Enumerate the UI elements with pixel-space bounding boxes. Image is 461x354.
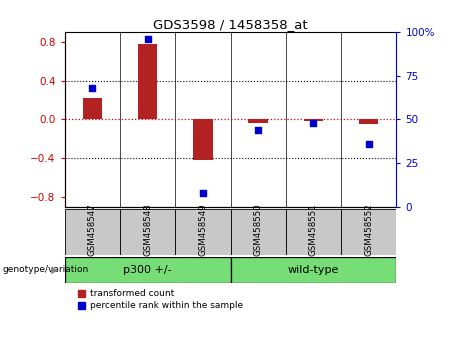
Point bbox=[89, 85, 96, 91]
Bar bbox=[65, 257, 230, 283]
Bar bbox=[248, 120, 268, 124]
Text: GSM458552: GSM458552 bbox=[364, 203, 373, 256]
Bar bbox=[138, 44, 157, 120]
Bar bbox=[230, 209, 286, 255]
Text: GSM458547: GSM458547 bbox=[88, 203, 97, 256]
Title: GDS3598 / 1458358_at: GDS3598 / 1458358_at bbox=[153, 18, 308, 31]
Text: wild-type: wild-type bbox=[288, 265, 339, 275]
Text: GSM458550: GSM458550 bbox=[254, 203, 263, 256]
Bar bbox=[175, 209, 230, 255]
Point bbox=[365, 141, 372, 147]
Point bbox=[144, 36, 151, 42]
Text: p300 +/-: p300 +/- bbox=[123, 265, 172, 275]
Bar bbox=[65, 209, 120, 255]
Text: GSM458549: GSM458549 bbox=[198, 203, 207, 256]
Bar bbox=[359, 120, 378, 124]
Text: GSM458548: GSM458548 bbox=[143, 203, 152, 256]
Point bbox=[310, 120, 317, 126]
Text: ▶: ▶ bbox=[51, 265, 58, 275]
Text: genotype/variation: genotype/variation bbox=[2, 266, 89, 274]
Bar bbox=[120, 209, 175, 255]
Bar bbox=[230, 257, 396, 283]
Point bbox=[199, 190, 207, 196]
Bar bbox=[304, 120, 323, 121]
Legend: transformed count, percentile rank within the sample: transformed count, percentile rank withi… bbox=[78, 290, 243, 310]
Bar bbox=[341, 209, 396, 255]
Point bbox=[254, 127, 262, 133]
Text: GSM458551: GSM458551 bbox=[309, 203, 318, 256]
Bar bbox=[83, 98, 102, 120]
Bar bbox=[193, 120, 213, 160]
Bar bbox=[286, 209, 341, 255]
